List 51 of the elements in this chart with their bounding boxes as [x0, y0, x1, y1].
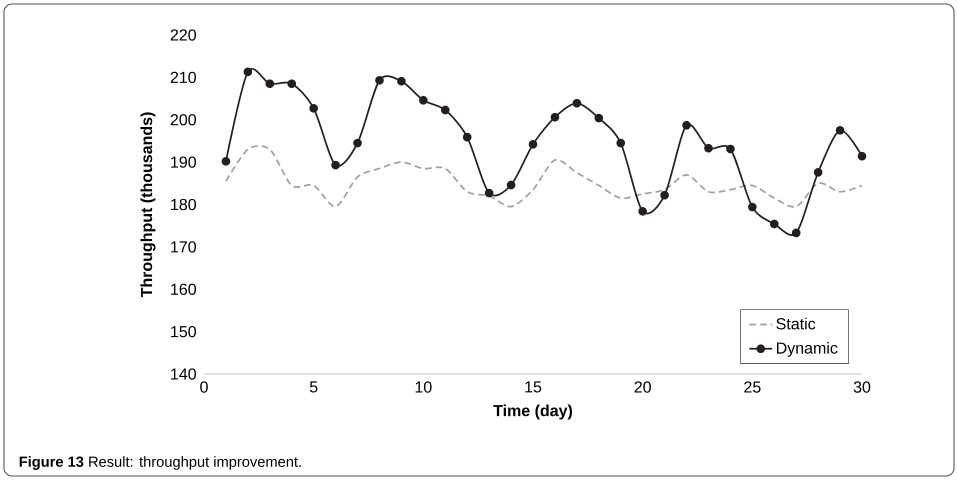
point: [660, 190, 669, 200]
point: [704, 144, 713, 152]
point: [440, 106, 450, 114]
point: [222, 156, 230, 166]
y-tick-label: 160: [171, 284, 196, 295]
y-tick-label: 140: [171, 368, 196, 380]
point: [375, 76, 384, 85]
x-tick-label: 15: [525, 381, 542, 393]
point: [462, 132, 472, 142]
x-tick-label: 25: [744, 381, 761, 393]
legend-label: Static: [776, 318, 816, 330]
point: [858, 152, 866, 161]
point: [572, 98, 582, 108]
x-tick-label: 20: [634, 381, 651, 393]
point: [331, 160, 340, 170]
point: [309, 104, 318, 113]
point: [353, 138, 362, 148]
point: [484, 188, 494, 198]
point: [726, 144, 735, 154]
point: [748, 202, 757, 212]
y-tick-label: 180: [171, 198, 196, 210]
y-tick-label: 170: [171, 241, 196, 253]
point: [770, 220, 779, 228]
point: [419, 96, 428, 105]
point: [244, 68, 252, 76]
point: [792, 228, 801, 238]
y-tick-label: 210: [170, 72, 196, 84]
point: [814, 168, 822, 177]
point: [616, 138, 626, 148]
point: [506, 180, 516, 190]
point: [528, 140, 538, 149]
x-tick-label: 5: [310, 381, 318, 393]
point: [682, 120, 691, 130]
point: [594, 114, 604, 122]
y-tick-label: 220: [170, 29, 196, 41]
x-tick-label: 0: [200, 381, 208, 393]
legend-label: Dynamic: [776, 342, 838, 357]
x-axis-title: Time (day): [493, 404, 572, 420]
text: Figure 13 Result: throughput improvement.: [20, 456, 301, 470]
point: [287, 79, 296, 88]
point: [265, 79, 274, 88]
point: [836, 126, 844, 135]
y-axis-title: Throughput (thousands): [140, 112, 156, 298]
x-tick-label: 10: [416, 381, 432, 393]
y-tick-label: 150: [171, 326, 196, 338]
point: [550, 112, 560, 122]
y-tick-label: 190: [171, 156, 196, 168]
point: [638, 206, 648, 216]
x-tick-label: 30: [854, 381, 870, 393]
y-tick-label: 200: [170, 114, 196, 126]
point: [397, 76, 406, 86]
